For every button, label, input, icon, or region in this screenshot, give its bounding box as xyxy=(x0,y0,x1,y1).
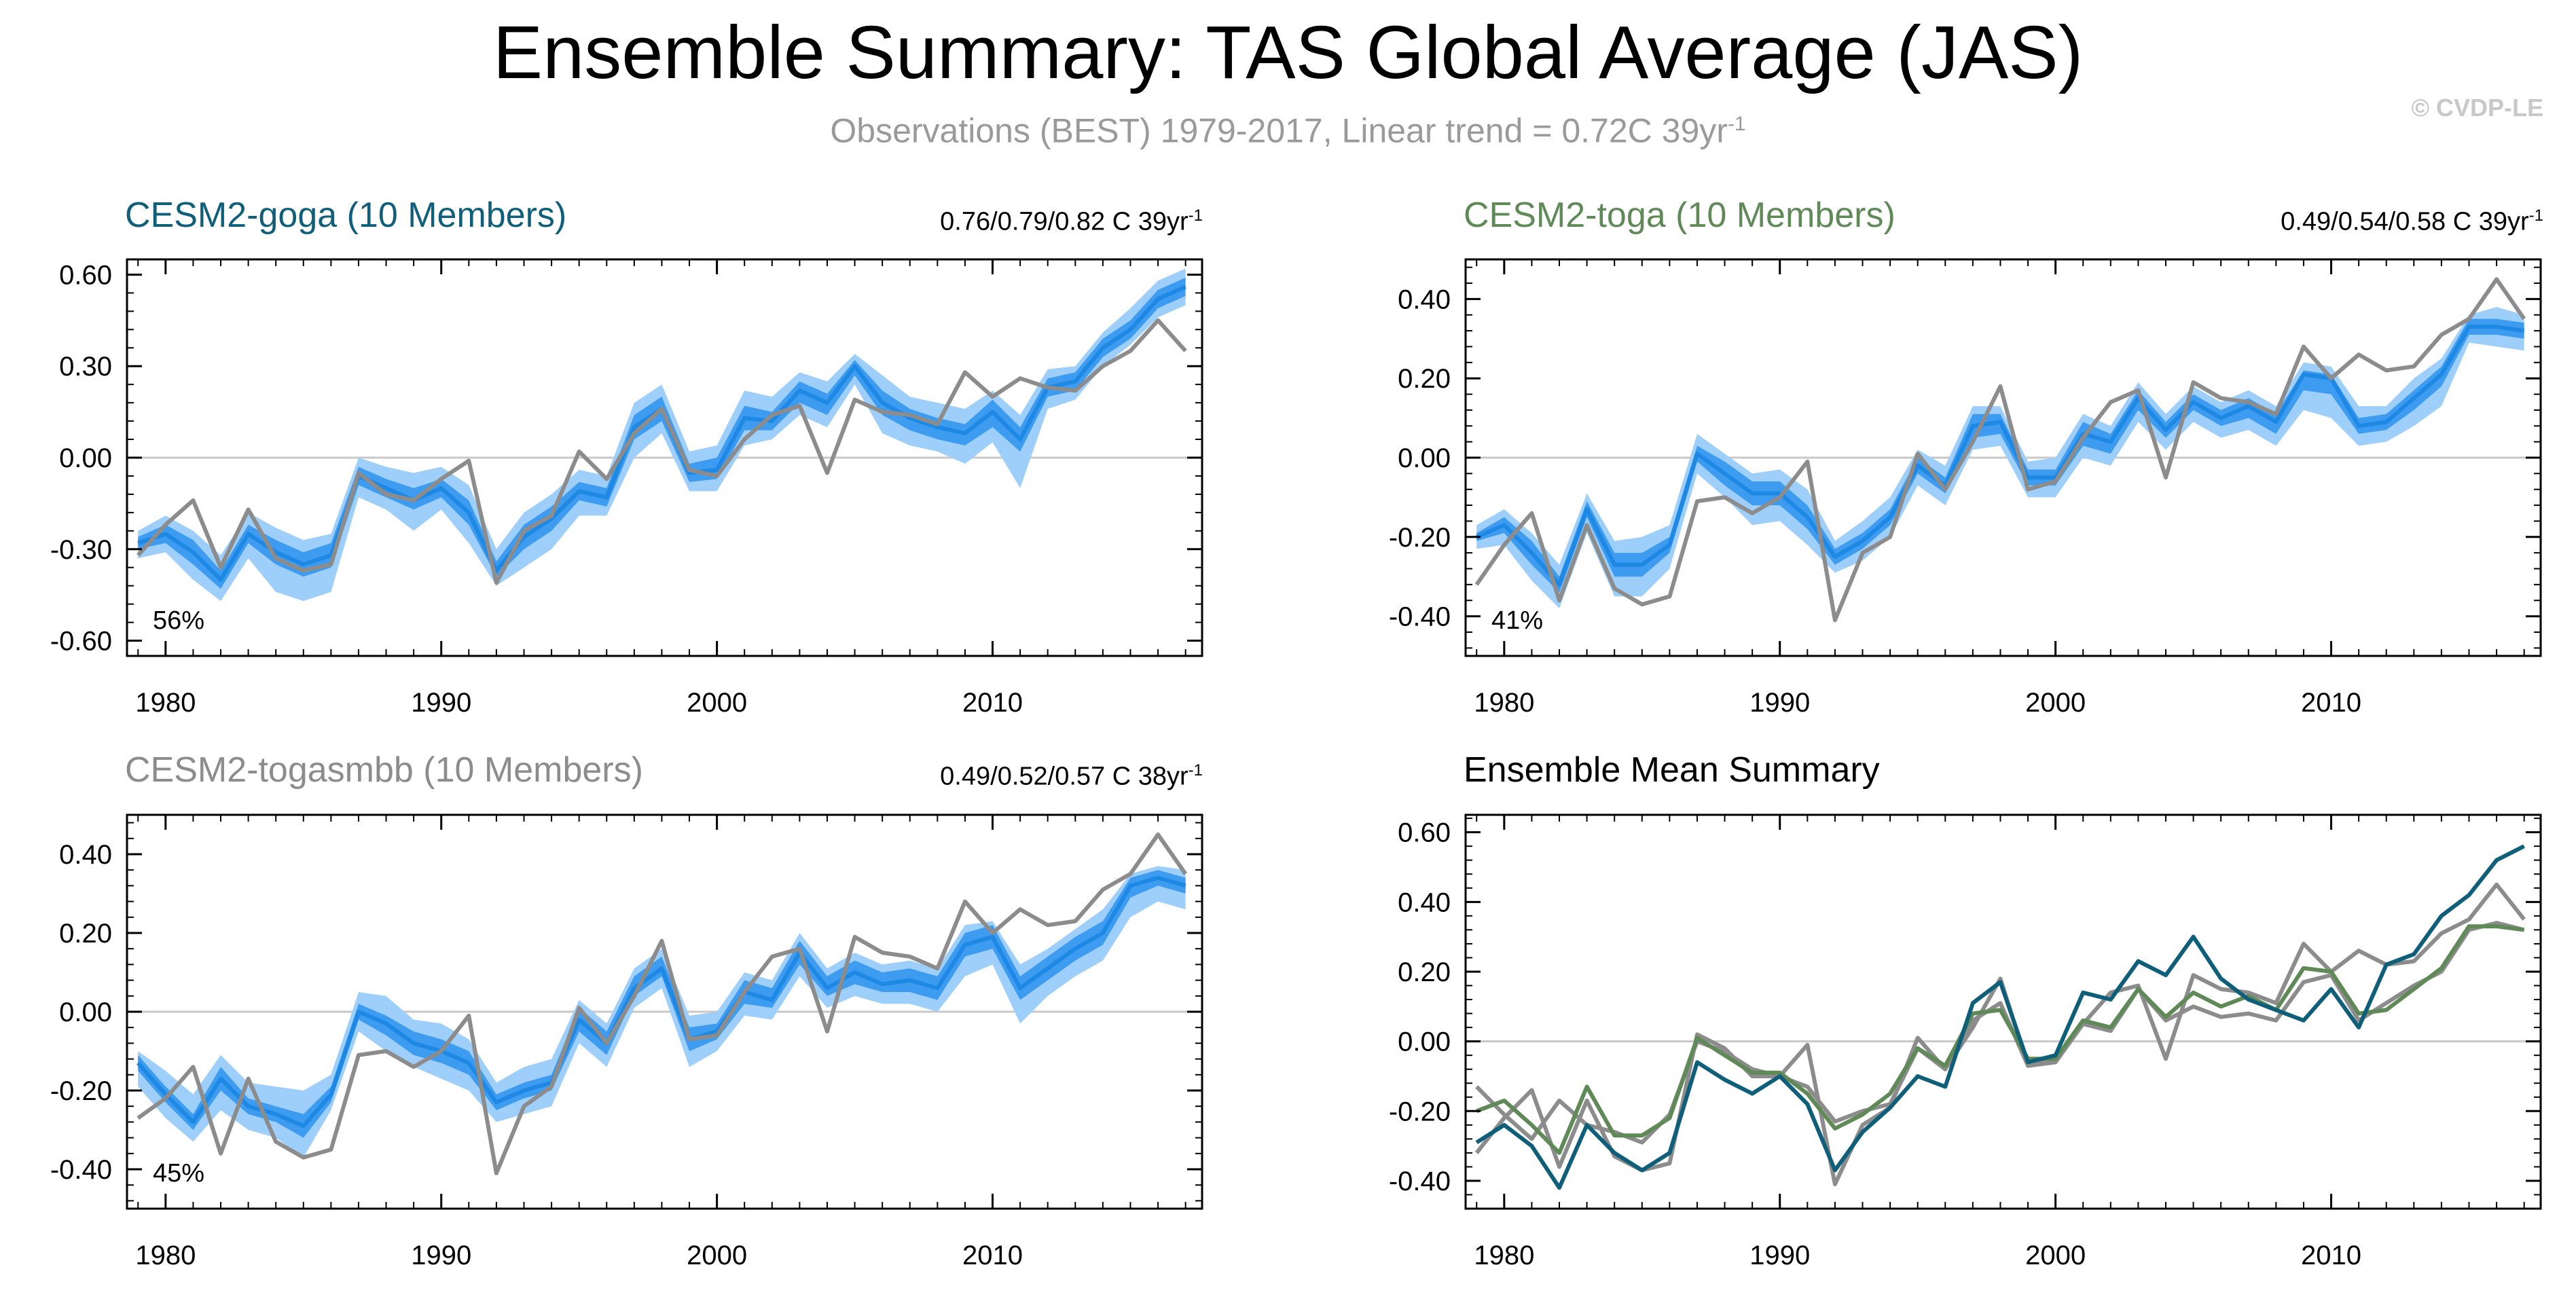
x-tick-label: 2000 xyxy=(2025,1241,2086,1270)
ensemble-mean-line xyxy=(1476,325,2525,587)
y-tick-label: 0.40 xyxy=(1398,887,1451,917)
trend-superscript: -1 xyxy=(1188,761,1203,780)
y-tick-label: 0.60 xyxy=(59,260,112,290)
observations-line xyxy=(137,832,1188,1175)
y-tick-label: -0.30 xyxy=(50,535,112,565)
panel-title-togasmbb: CESM2-togasmbb (10 Members) xyxy=(125,750,643,790)
y-tick-label: 0.60 xyxy=(1398,818,1451,848)
x-tick-label: 1980 xyxy=(1474,688,1534,718)
trend-superscript: -1 xyxy=(1188,206,1203,225)
panel-title-toga: CESM2-toga (10 Members) xyxy=(1464,196,1895,235)
y-tick-label: 0.40 xyxy=(59,840,112,870)
chart-panel-summary: -0.40 -0.20 0.00 0.20 0.40 0.60 1980 1990 2000 20… xyxy=(1389,813,2542,1270)
x-tick-label: 2010 xyxy=(2301,1241,2361,1270)
x-tick-label: 2010 xyxy=(2301,688,2361,718)
x-tick-label: 1990 xyxy=(411,1241,471,1270)
series-line-observations-best- xyxy=(1474,882,2526,1187)
ensemble-range-band xyxy=(138,268,1186,602)
page-subtitle: Observations (BEST) 1979-2017, Linear tr… xyxy=(0,100,2576,155)
x-tick-label: 1990 xyxy=(411,688,471,718)
y-tick-label: -0.60 xyxy=(50,627,112,657)
panel-title-goga: CESM2-goga (10 Members) xyxy=(125,196,567,235)
observations-line xyxy=(1474,277,2526,623)
y-tick-label: -0.40 xyxy=(1389,1167,1451,1196)
y-tick-label: -0.40 xyxy=(1389,602,1451,632)
chart-panel-togasmbb: 45% -0.40 -0.20 0.00 0.20 0.40 1980 1990 2000 201… xyxy=(50,813,1203,1270)
panel-title-summary: Ensemble Mean Summary xyxy=(1464,750,1880,790)
y-tick-label: 0.20 xyxy=(59,919,112,949)
x-tick-label: 1990 xyxy=(1749,688,1810,718)
panel-trend-togasmbb: 0.49/0.52/0.57 C 38yr-1 xyxy=(940,754,1203,794)
y-tick-label: 0.20 xyxy=(1398,957,1451,987)
observations-line xyxy=(136,318,1187,585)
page-title: Ensemble Summary: TAS Global Average (JA… xyxy=(492,11,2084,94)
x-tick-label: 2010 xyxy=(962,1241,1023,1270)
x-tick-label: 2000 xyxy=(687,1241,747,1270)
trend-text: 0.76/0.79/0.82 C 39yr xyxy=(940,207,1189,236)
x-tick-label: 2000 xyxy=(2025,688,2086,718)
x-tick-label: 2010 xyxy=(962,688,1023,718)
y-tick-label: -0.20 xyxy=(1389,523,1451,553)
trend-text: 0.49/0.54/0.58 C 39yr xyxy=(2281,207,2529,236)
x-tick-label: 1980 xyxy=(135,1241,196,1270)
trend-text: 0.49/0.52/0.57 C 38yr xyxy=(940,762,1189,791)
y-tick-label: 0.00 xyxy=(1398,1027,1451,1057)
chart-panel-goga: 56% -0.60 -0.30 0.00 0.30 0.60 1980 1990 2000 201… xyxy=(50,258,1203,718)
y-tick-label: 0.40 xyxy=(1398,285,1451,314)
y-tick-label: -0.20 xyxy=(1389,1097,1451,1126)
panel-trend-toga: 0.49/0.54/0.58 C 39yr-1 xyxy=(2281,199,2543,239)
percent-label: 56% xyxy=(153,606,204,635)
y-tick-label: 0.30 xyxy=(59,352,112,382)
percent-label: 45% xyxy=(153,1159,204,1188)
percent-label: 41% xyxy=(1491,606,1543,635)
x-tick-label: 1980 xyxy=(1474,1241,1534,1270)
watermark: © CVDP-LE xyxy=(2411,94,2543,122)
series-line-cesm2-toga xyxy=(1476,924,2524,1155)
y-tick-label: 0.00 xyxy=(1398,443,1451,473)
subtitle-text: Observations (BEST) 1979-2017, Linear tr… xyxy=(830,111,1728,150)
trend-superscript: -1 xyxy=(2528,206,2543,225)
panel-trend-goga: 0.76/0.79/0.82 C 39yr-1 xyxy=(940,199,1203,239)
chart-panel-toga: 41% -0.40 -0.20 0.00 0.20 0.40 1980 1990 2000 201… xyxy=(1389,258,2542,718)
x-tick-label: 1990 xyxy=(1749,1241,1810,1270)
x-tick-label: 1980 xyxy=(135,688,196,718)
y-tick-label: -0.20 xyxy=(50,1076,112,1106)
ensemble-mean-line xyxy=(136,875,1186,1129)
y-tick-label: -0.40 xyxy=(50,1155,112,1185)
ensemble-iqr-band xyxy=(138,278,1186,589)
y-tick-label: 0.00 xyxy=(59,443,112,473)
x-tick-label: 2000 xyxy=(687,688,747,718)
series-line-cesm2-goga xyxy=(1475,844,2525,1190)
y-tick-label: 0.20 xyxy=(1398,364,1451,394)
series-line-cesm2-togasmbb xyxy=(1475,921,2525,1145)
y-tick-label: 0.00 xyxy=(59,997,112,1027)
plot-frame xyxy=(1464,813,2542,1210)
subtitle-superscript: -1 xyxy=(1727,113,1746,135)
